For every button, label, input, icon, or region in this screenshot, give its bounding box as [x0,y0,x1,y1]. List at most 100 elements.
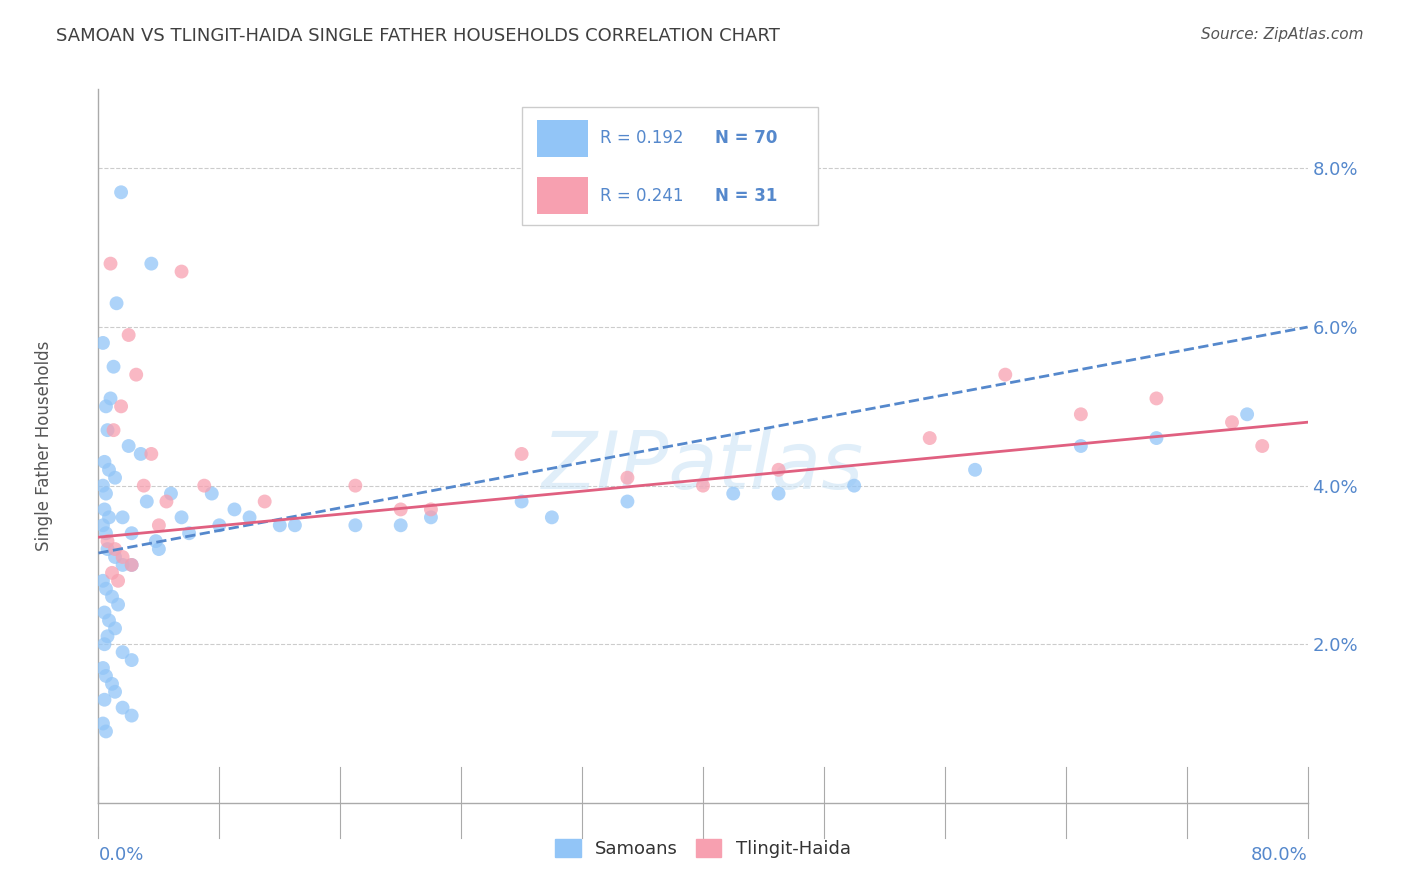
Point [344,518,367,533]
Point [104,471,127,485]
Point [100,392,122,406]
Point [94,400,117,414]
Point [103,359,125,374]
Point [540,510,562,524]
Point [284,518,307,533]
Point [389,502,412,516]
Point [389,518,412,533]
Point [125,368,148,382]
Point [93,606,115,620]
Point [111,558,134,572]
Point [98,463,121,477]
Point [135,494,157,508]
Point [148,542,170,557]
Text: Single Father Households: Single Father Households [35,341,53,551]
Point [768,463,790,477]
Point [104,549,127,564]
Point [94,669,117,683]
Point [224,502,246,516]
Point [141,447,163,461]
Point [844,478,866,492]
Point [420,502,443,516]
Point [93,455,115,469]
Point [1146,431,1168,445]
Point [96,542,118,557]
Point [129,447,152,461]
Point [1146,392,1168,406]
Point [98,614,121,628]
Point [94,486,117,500]
Point [118,439,141,453]
Point [94,526,117,541]
Point [155,494,177,508]
Text: R = 0.241: R = 0.241 [600,186,683,204]
Text: SAMOAN VS TLINGIT-HAIDA SINGLE FATHER HOUSEHOLDS CORRELATION CHART: SAMOAN VS TLINGIT-HAIDA SINGLE FATHER HO… [56,27,780,45]
Point [132,478,155,492]
Point [692,478,714,492]
Point [91,661,114,675]
Text: ZIPatlas: ZIPatlas [541,428,865,507]
Point [100,257,122,271]
Point [253,494,276,508]
Text: 0.0%: 0.0% [98,846,143,863]
FancyBboxPatch shape [537,177,588,214]
Point [94,582,117,596]
Point [93,692,115,706]
Point [344,478,367,492]
Point [145,534,167,549]
Point [101,677,124,691]
Point [104,685,127,699]
Point [965,463,987,477]
Point [148,518,170,533]
Point [107,574,129,588]
Point [98,510,121,524]
Text: Source: ZipAtlas.com: Source: ZipAtlas.com [1201,27,1364,42]
Point [121,558,143,572]
Point [96,423,118,437]
Point [91,518,114,533]
Point [994,368,1017,382]
Point [1070,439,1092,453]
Point [111,645,134,659]
Point [105,296,128,310]
FancyBboxPatch shape [537,120,588,157]
Point [107,598,129,612]
Point [141,257,163,271]
Point [110,186,132,200]
Point [91,574,114,588]
Point [121,558,143,572]
Point [93,502,115,516]
Point [510,494,533,508]
Point [91,335,114,350]
Point [103,423,125,437]
Point [723,486,745,500]
Point [1220,415,1243,429]
Point [118,328,141,343]
Point [269,518,291,533]
Point [616,471,638,485]
Point [170,264,193,278]
Point [91,478,114,492]
Point [121,708,143,723]
Point [1236,407,1258,421]
Point [121,653,143,667]
Point [1070,407,1092,421]
Point [193,478,215,492]
Point [96,629,118,643]
Point [239,510,262,524]
Point [93,637,115,651]
Point [111,549,134,564]
Point [91,716,114,731]
Text: 80.0%: 80.0% [1251,846,1308,863]
Point [104,621,127,635]
Point [170,510,193,524]
Point [208,518,231,533]
Point [510,447,533,461]
Point [101,566,124,580]
Point [110,400,132,414]
Point [104,542,127,557]
FancyBboxPatch shape [522,107,818,225]
Point [918,431,941,445]
Legend: Samoans, Tlingit-Haida: Samoans, Tlingit-Haida [548,831,858,865]
Point [160,486,183,500]
